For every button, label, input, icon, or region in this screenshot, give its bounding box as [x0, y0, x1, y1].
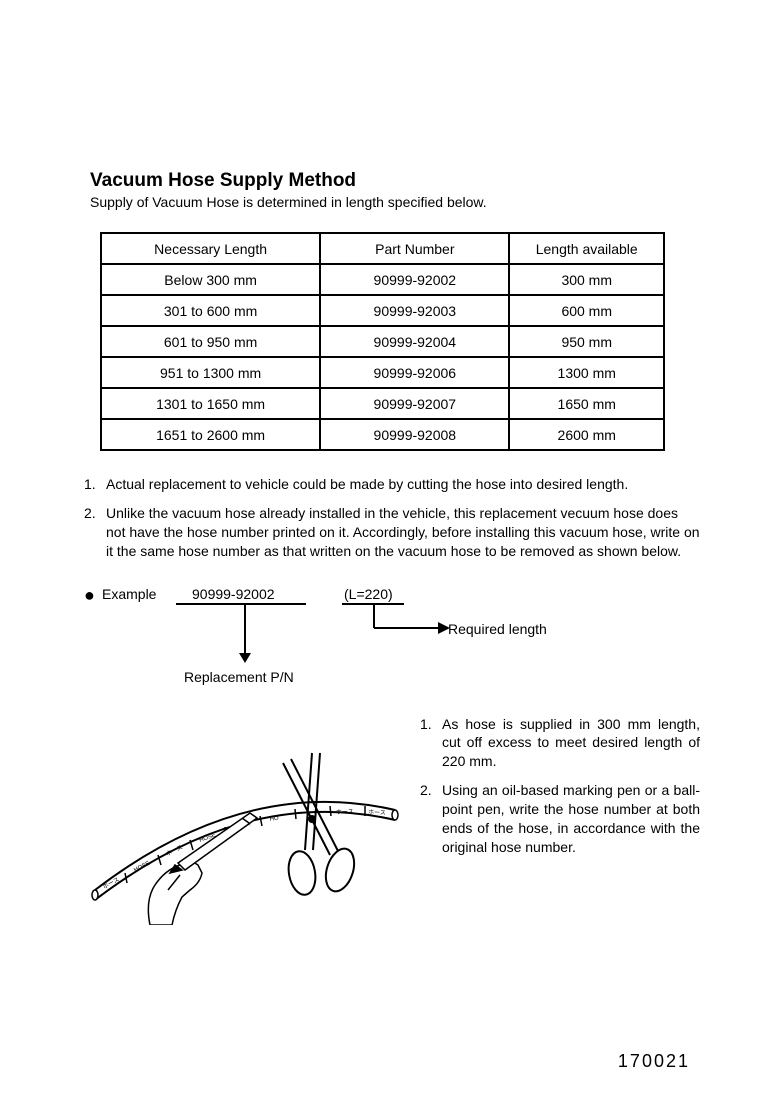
cell: 90999-92007	[320, 388, 509, 419]
table-header-row: Necessary Length Part Number Length avai…	[101, 233, 664, 264]
table-row: 301 to 600 mm 90999-92003 600 mm	[101, 295, 664, 326]
note-number: 1.	[84, 475, 106, 494]
table-row: 1651 to 2600 mm 90999-92008 2600 mm	[101, 419, 664, 450]
side-note-item: 1. As hose is supplied in 300 mm length,…	[420, 715, 700, 772]
cell: 301 to 600 mm	[101, 295, 320, 326]
cell: 90999-92002	[320, 264, 509, 295]
side-note-item: 2. Using an oil-based marking pen or a b…	[420, 781, 700, 857]
bottom-section: ホース HOSE ホース HOSE ホース HO ホース ホース	[90, 715, 700, 925]
svg-text:ホース: ホース	[336, 808, 354, 816]
cell: 1650 mm	[509, 388, 664, 419]
example-length: (L=220)	[344, 586, 393, 602]
cell: 90999-92003	[320, 295, 509, 326]
cell: 1300 mm	[509, 357, 664, 388]
table-row: Below 300 mm 90999-92002 300 mm	[101, 264, 664, 295]
cell: 1301 to 1650 mm	[101, 388, 320, 419]
note-text: Unlike the vacuum hose already installed…	[106, 504, 700, 561]
note-item: 1. Actual replacement to vehicle could b…	[84, 475, 700, 494]
bullet-icon: ●	[84, 585, 95, 606]
col-header-avail: Length available	[509, 233, 664, 264]
note-number: 2.	[84, 504, 106, 561]
col-header-part: Part Number	[320, 233, 509, 264]
side-note-number: 2.	[420, 781, 442, 857]
side-note-number: 1.	[420, 715, 442, 772]
notes-list: 1. Actual replacement to vehicle could b…	[84, 475, 700, 561]
cell: 90999-92008	[320, 419, 509, 450]
page-title: Vacuum Hose Supply Method	[90, 170, 700, 192]
example-label: Example	[102, 586, 156, 602]
cell: 601 to 950 mm	[101, 326, 320, 357]
page-number: 170021	[618, 1051, 690, 1072]
arrow-right-icon	[372, 603, 452, 637]
cell: 300 mm	[509, 264, 664, 295]
table-row: 951 to 1300 mm 90999-92006 1300 mm	[101, 357, 664, 388]
table-row: 1301 to 1650 mm 90999-92007 1650 mm	[101, 388, 664, 419]
replacement-label: Replacement P/N	[184, 669, 294, 685]
hand-pen-icon	[148, 813, 257, 925]
table-row: 601 to 950 mm 90999-92004 950 mm	[101, 326, 664, 357]
page-subtitle: Supply of Vacuum Hose is determined in l…	[90, 194, 700, 210]
hose-table: Necessary Length Part Number Length avai…	[100, 232, 665, 451]
svg-text:HOSE: HOSE	[133, 860, 151, 873]
cell: 1651 to 2600 mm	[101, 419, 320, 450]
side-note-text: Using an oil-based marking pen or a ball…	[442, 781, 700, 857]
col-header-length: Necessary Length	[101, 233, 320, 264]
side-note-text: As hose is supplied in 300 mm length, cu…	[442, 715, 700, 772]
scissors-icon	[283, 753, 359, 897]
example-part-number: 90999-92002	[192, 586, 275, 602]
note-item: 2. Unlike the vacuum hose already instal…	[84, 504, 700, 561]
note-text: Actual replacement to vehicle could be m…	[106, 475, 700, 494]
svg-text:HO: HO	[269, 815, 279, 823]
example-diagram: ● Example 90999-92002 (L=220) Replacemen…	[84, 585, 700, 705]
cell: 2600 mm	[509, 419, 664, 450]
cell: 951 to 1300 mm	[101, 357, 320, 388]
hose-illustration: ホース HOSE ホース HOSE ホース HO ホース ホース	[90, 715, 400, 925]
cell: 90999-92006	[320, 357, 509, 388]
cell: Below 300 mm	[101, 264, 320, 295]
cell: 600 mm	[509, 295, 664, 326]
side-notes-list: 1. As hose is supplied in 300 mm length,…	[420, 715, 700, 925]
cell: 90999-92004	[320, 326, 509, 357]
svg-text:ホース: ホース	[368, 809, 386, 817]
arrow-down-icon	[237, 603, 253, 663]
svg-text:ホース: ホース	[165, 844, 184, 858]
required-length-label: Required length	[448, 621, 547, 637]
cell: 950 mm	[509, 326, 664, 357]
